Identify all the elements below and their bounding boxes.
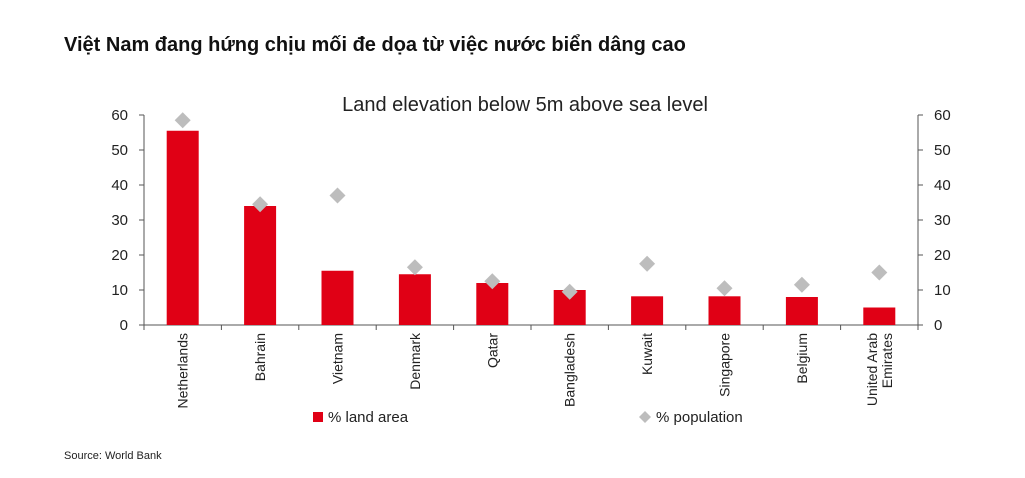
marker-population (329, 187, 346, 204)
category-label: Bahrain (252, 333, 268, 381)
left-y-tick-label: 40 (111, 177, 128, 194)
marker-population (639, 255, 656, 272)
category-label: United ArabEmirates (864, 333, 895, 406)
source-note: Source: World Bank (64, 450, 162, 462)
bar-land-area (785, 297, 818, 325)
category-label: Denmark (407, 332, 423, 390)
bar-land-area (863, 307, 896, 325)
legend: % land area % population (313, 409, 743, 426)
legend-population-swatch (639, 411, 651, 423)
left-y-tick-label: 50 (111, 142, 128, 159)
right-y-tick-label: 50 (934, 142, 951, 159)
bar-land-area (631, 296, 664, 325)
right-y-tick-label: 0 (934, 317, 942, 334)
left-y-tick-label: 0 (120, 317, 128, 334)
category-label: Singapore (717, 333, 733, 397)
bar-land-area (708, 296, 741, 325)
right-y-tick-label: 60 (934, 107, 951, 124)
marker-population (716, 280, 733, 297)
right-y-tick-label: 10 (934, 282, 951, 299)
left-y-tick-label: 20 (111, 247, 128, 264)
legend-population-label: % population (656, 409, 743, 426)
right-y-tick-label: 20 (934, 247, 951, 264)
left-y-tick-label: 30 (111, 212, 128, 229)
category-label: Bangladesh (562, 333, 578, 407)
category-label: Qatar (484, 333, 500, 368)
category-label: Vietnam (330, 333, 346, 384)
bar-land-area (476, 283, 509, 325)
marker-population (252, 196, 269, 213)
bar-land-area (398, 274, 431, 325)
left-y-tick-label: 10 (111, 282, 128, 299)
marker-population (561, 283, 578, 300)
page-title: Việt Nam đang hứng chịu mối đe dọa từ vi… (64, 34, 686, 56)
marker-population (793, 276, 810, 293)
marker-population (406, 259, 423, 276)
marker-population (174, 112, 191, 129)
category-label: Belgium (794, 333, 810, 384)
right-y-tick-label: 30 (934, 212, 951, 229)
legend-land-area-label: % land area (328, 409, 409, 426)
left-y-tick-label: 60 (111, 107, 128, 124)
category-label: Netherlands (175, 333, 191, 409)
category-label: Kuwait (639, 333, 655, 375)
bar-land-area (321, 270, 354, 325)
chart-title: Land elevation below 5m above sea level (342, 94, 708, 116)
legend-land-area-swatch (313, 412, 323, 422)
marker-population (871, 264, 888, 281)
marker-population (484, 273, 501, 290)
bar-land-area (166, 130, 199, 325)
right-y-tick-label: 40 (934, 177, 951, 194)
bar-land-area (244, 206, 277, 325)
